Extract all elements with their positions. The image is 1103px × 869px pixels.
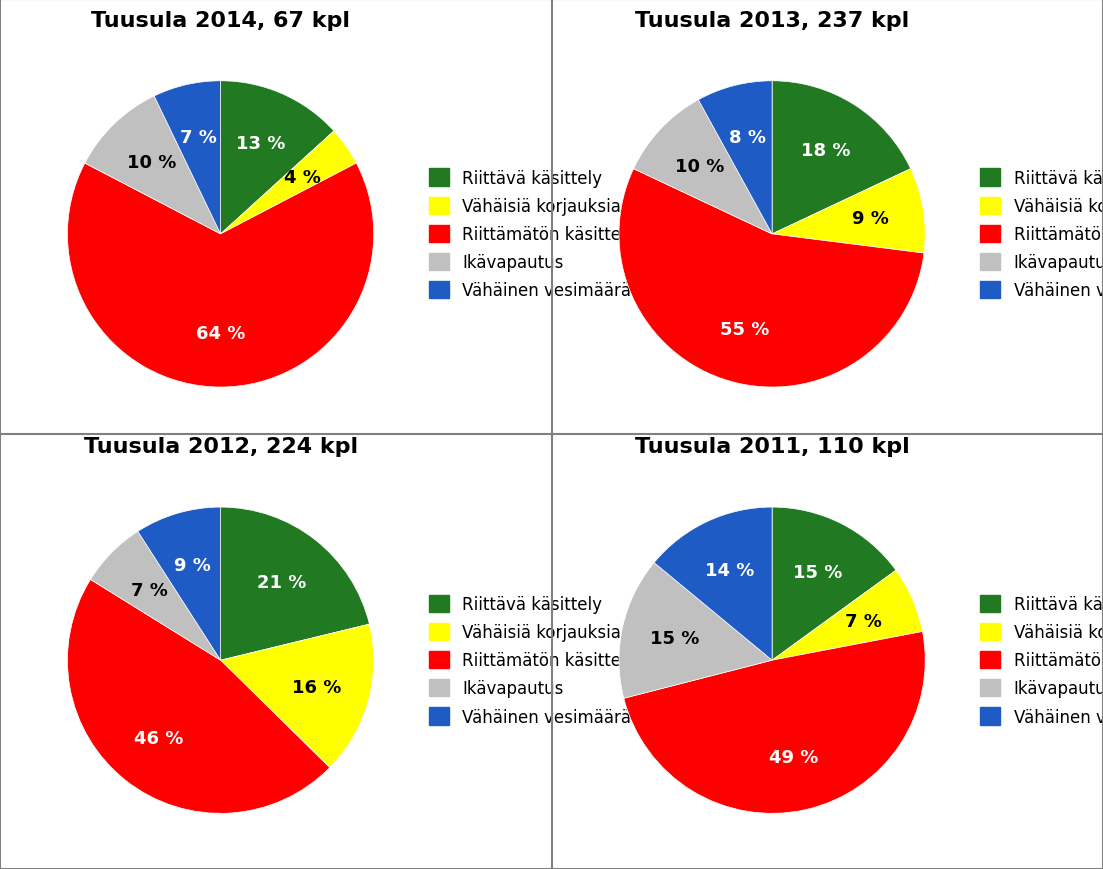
Text: 13 %: 13 % — [236, 135, 286, 153]
Text: 10 %: 10 % — [675, 157, 725, 176]
Wedge shape — [138, 507, 221, 660]
Wedge shape — [772, 571, 922, 660]
Text: 14 %: 14 % — [705, 561, 754, 580]
Text: 18 %: 18 % — [801, 142, 850, 160]
Title: Tuusula 2011, 110 kpl: Tuusula 2011, 110 kpl — [634, 436, 910, 456]
Wedge shape — [772, 507, 896, 660]
Wedge shape — [633, 101, 772, 235]
Wedge shape — [619, 563, 772, 699]
Wedge shape — [654, 507, 772, 660]
Text: 10 %: 10 % — [127, 154, 176, 172]
Text: 21 %: 21 % — [257, 574, 307, 591]
Title: Tuusula 2014, 67 kpl: Tuusula 2014, 67 kpl — [92, 10, 350, 30]
Wedge shape — [619, 169, 924, 388]
Text: 15 %: 15 % — [651, 630, 699, 647]
Text: 7 %: 7 % — [131, 581, 168, 600]
Wedge shape — [221, 132, 356, 235]
Wedge shape — [85, 96, 221, 235]
Legend: Riittävä käsittely, Vähäisiä korjauksia, Riittämätön käsittely, Ikävapautus, Väh: Riittävä käsittely, Vähäisiä korjauksia,… — [420, 587, 644, 734]
Wedge shape — [772, 82, 911, 235]
Text: 9 %: 9 % — [852, 210, 889, 228]
Wedge shape — [624, 632, 925, 813]
Text: 9 %: 9 % — [174, 556, 211, 574]
Text: 7 %: 7 % — [845, 612, 882, 630]
Wedge shape — [221, 625, 374, 767]
Wedge shape — [698, 82, 772, 235]
Wedge shape — [90, 532, 221, 660]
Text: 64 %: 64 % — [196, 325, 245, 343]
Text: 7 %: 7 % — [180, 129, 217, 147]
Title: Tuusula 2012, 224 kpl: Tuusula 2012, 224 kpl — [84, 436, 357, 456]
Wedge shape — [221, 507, 370, 660]
Text: 8 %: 8 % — [729, 129, 765, 148]
Text: 16 %: 16 % — [292, 678, 341, 696]
Text: 49 %: 49 % — [769, 748, 818, 766]
Wedge shape — [67, 164, 374, 388]
Text: 15 %: 15 % — [793, 563, 842, 580]
Text: 4 %: 4 % — [283, 169, 321, 187]
Wedge shape — [154, 82, 221, 235]
Legend: Riittävä käsittely, Vähäisiä korjauksia, Riittämätön käsittely, Ikävapautus, Väh: Riittävä käsittely, Vähäisiä korjauksia,… — [972, 161, 1103, 308]
Legend: Riittävä käsittely, Vähäisiä korjauksia, Riittämätön käsittely, Ikävapautus, Väh: Riittävä käsittely, Vähäisiä korjauksia,… — [420, 161, 644, 308]
Wedge shape — [221, 82, 334, 235]
Wedge shape — [772, 169, 925, 254]
Text: 46 %: 46 % — [135, 730, 184, 747]
Text: 55 %: 55 % — [719, 322, 769, 339]
Title: Tuusula 2013, 237 kpl: Tuusula 2013, 237 kpl — [635, 10, 909, 30]
Legend: Riittävä käsittely, Vähäisiä korjauksia, Riittämätön käsittely, Ikävapautus, Väh: Riittävä käsittely, Vähäisiä korjauksia,… — [972, 587, 1103, 734]
Wedge shape — [67, 580, 330, 813]
